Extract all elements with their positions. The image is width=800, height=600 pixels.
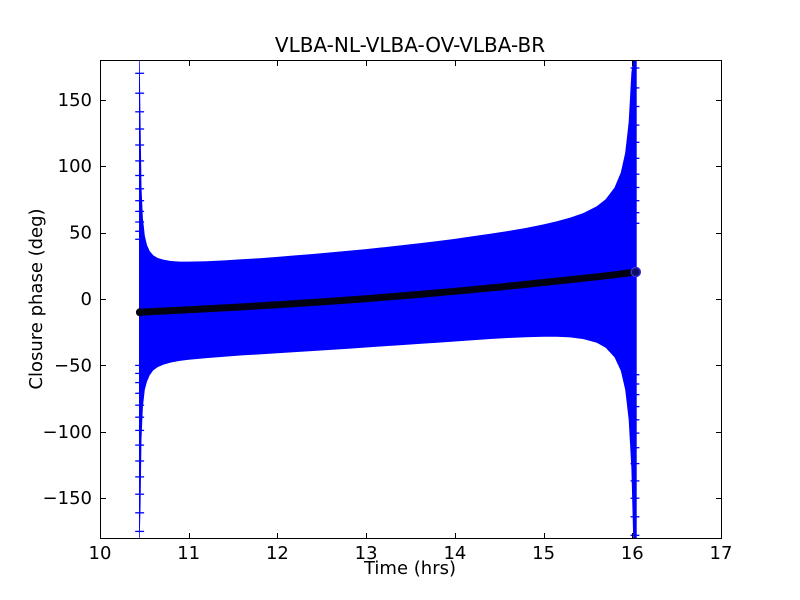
trend-start-marker — [135, 308, 144, 317]
y-tick-label: 150 — [58, 90, 92, 111]
y-tick-label: 100 — [58, 156, 92, 177]
x-tick-label: 13 — [355, 543, 378, 564]
x-tick-label: 11 — [177, 543, 200, 564]
x-tick-label: 15 — [532, 543, 555, 564]
x-tick-label: 17 — [710, 543, 733, 564]
x-axis-label: Time (hrs) — [363, 558, 456, 579]
y-tick-label: −100 — [43, 422, 92, 443]
y-tick-label: 50 — [69, 223, 92, 244]
trend-end-marker — [630, 266, 642, 278]
plot-frame — [100, 60, 722, 539]
x-tick-label: 12 — [266, 543, 289, 564]
y-axis-label: Closure phase (deg) — [26, 208, 47, 389]
y-tick-label: −150 — [43, 488, 92, 509]
axes-layer: 10 11 12 13 14 15 16 17 −150 −100 −50 0 50 100 150 — [43, 60, 733, 564]
y-tick-label: 0 — [81, 289, 92, 310]
error-bar-caps — [135, 67, 640, 536]
chart-title: VLBA-NL-VLBA-OV-VLBA-BR — [275, 33, 545, 57]
data-layer — [135, 60, 642, 538]
axis-ticks — [100, 61, 722, 538]
x-tick-labels: 10 11 12 13 14 15 16 17 — [89, 543, 733, 564]
x-tick-label: 10 — [89, 543, 112, 564]
y-tick-labels: −150 −100 −50 0 50 100 150 — [43, 90, 92, 509]
y-tick-label: −50 — [54, 355, 92, 376]
x-tick-label: 16 — [621, 543, 644, 564]
x-tick-label: 14 — [443, 543, 466, 564]
model-trend-line — [136, 268, 640, 316]
